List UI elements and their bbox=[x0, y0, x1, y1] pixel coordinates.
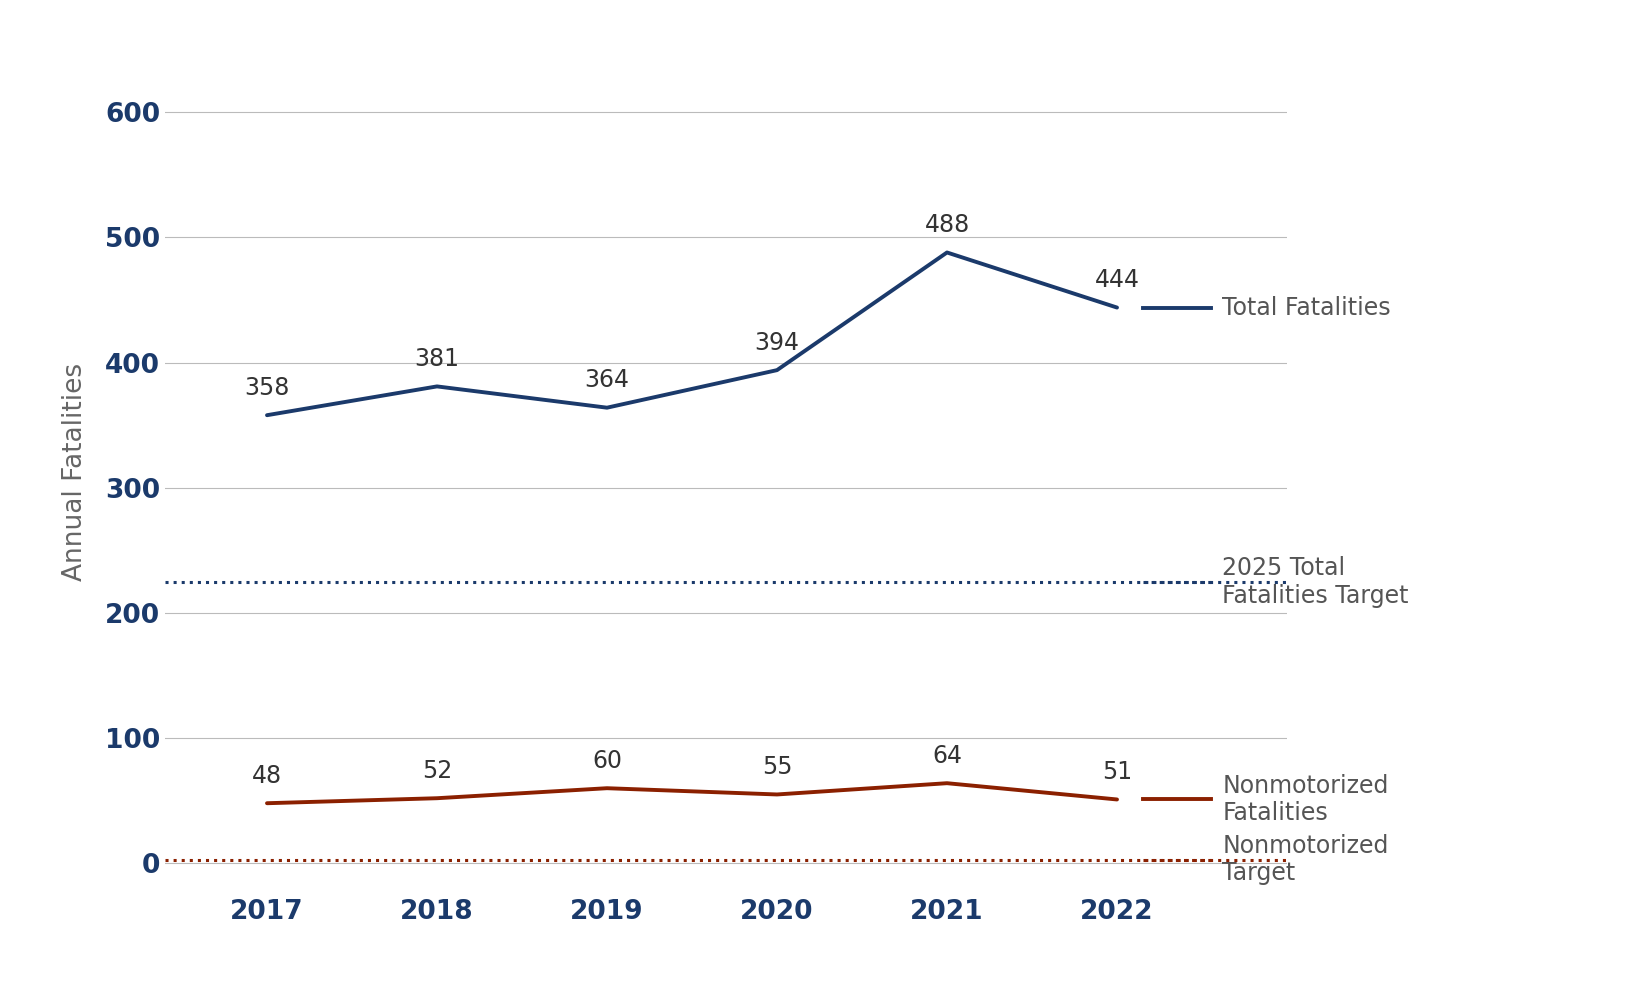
Text: 364: 364 bbox=[584, 369, 630, 393]
Text: 48: 48 bbox=[252, 764, 282, 788]
Text: 358: 358 bbox=[244, 376, 290, 400]
Text: 394: 394 bbox=[754, 331, 800, 355]
Text: Nonmotorized
Fatalities: Nonmotorized Fatalities bbox=[1223, 773, 1389, 825]
Text: 55: 55 bbox=[762, 755, 792, 779]
Text: 488: 488 bbox=[924, 213, 970, 238]
Text: 51: 51 bbox=[1102, 760, 1132, 784]
Text: 2025 Total
Fatalities Target: 2025 Total Fatalities Target bbox=[1223, 556, 1409, 607]
Text: Total Fatalities: Total Fatalities bbox=[1223, 295, 1391, 319]
Text: 64: 64 bbox=[932, 744, 962, 768]
Text: 60: 60 bbox=[592, 748, 622, 773]
Text: 52: 52 bbox=[422, 759, 452, 783]
Text: Nonmotorized
Target: Nonmotorized Target bbox=[1223, 834, 1389, 886]
Y-axis label: Annual Fatalities: Annual Fatalities bbox=[63, 363, 87, 581]
Text: 381: 381 bbox=[414, 347, 459, 371]
Text: 444: 444 bbox=[1094, 268, 1140, 292]
